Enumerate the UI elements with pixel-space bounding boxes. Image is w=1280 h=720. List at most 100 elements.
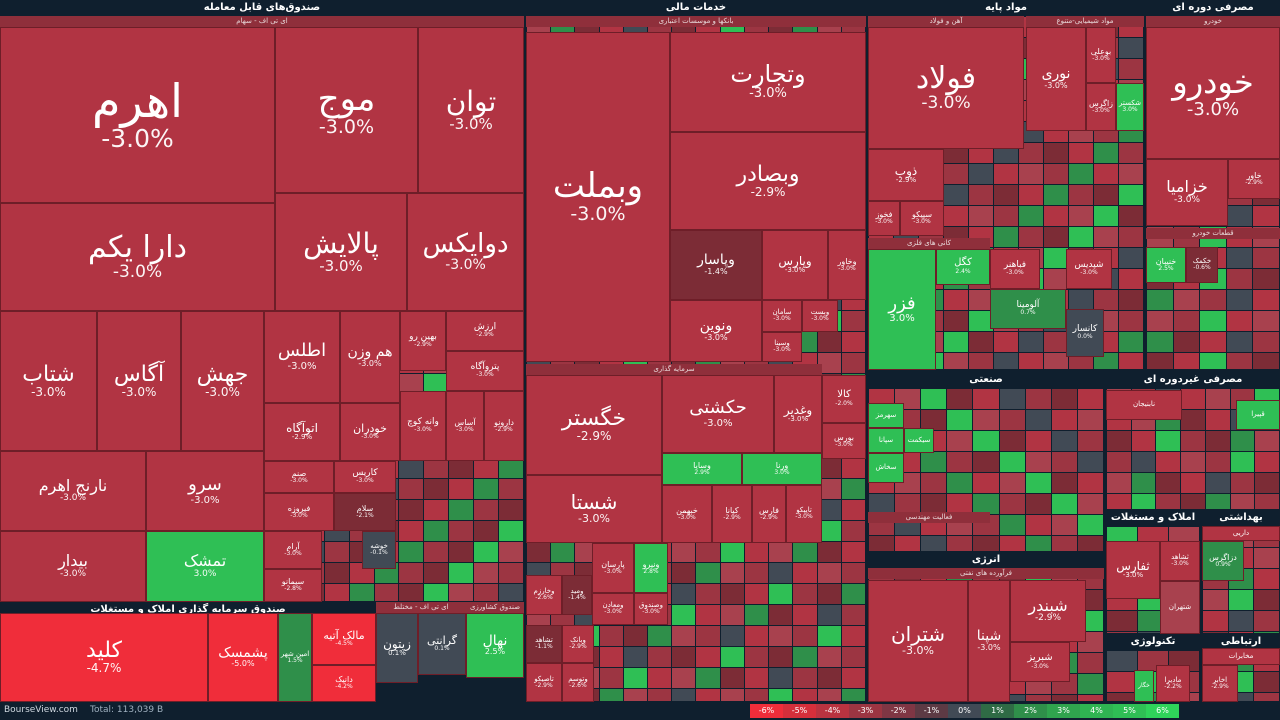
stock-tile[interactable]	[720, 626, 744, 646]
stock-tile[interactable]: وتجارت -3.0%	[670, 32, 866, 132]
stock-tile[interactable]	[1156, 473, 1181, 493]
stock-tile[interactable]: سلام -2.1%	[334, 493, 396, 531]
stock-tile[interactable]	[1255, 473, 1279, 493]
stock-tile[interactable]	[1069, 206, 1093, 226]
stock-tile[interactable]	[1226, 311, 1253, 331]
stock-tile[interactable]	[599, 647, 623, 667]
stock-tile[interactable]	[769, 542, 793, 562]
stock-tile[interactable]	[1131, 494, 1156, 509]
stock-tile[interactable]	[944, 311, 968, 331]
sector-title[interactable]: تکنولوژی	[1130, 636, 1176, 647]
stock-tile[interactable]	[1044, 185, 1068, 205]
stock-tile[interactable]	[672, 626, 696, 646]
stock-tile[interactable]	[1051, 695, 1077, 701]
stock-tile[interactable]: سخاش	[868, 453, 904, 483]
stock-tile[interactable]	[1254, 548, 1279, 568]
stock-tile[interactable]	[399, 584, 424, 601]
stock-tile[interactable]	[921, 389, 947, 409]
stock-tile[interactable]: سهرمز	[868, 403, 904, 428]
stock-tile[interactable]: فارس -2.9%	[752, 485, 786, 543]
stock-tile[interactable]	[969, 164, 993, 184]
stock-tile[interactable]	[720, 542, 744, 562]
stock-tile[interactable]: ونوین -3.0%	[670, 300, 762, 362]
stock-tile[interactable]: خزامیا -3.0%	[1146, 159, 1228, 226]
stock-tile[interactable]	[1205, 431, 1230, 451]
stock-tile[interactable]	[449, 584, 474, 601]
stock-tile[interactable]	[1077, 431, 1103, 451]
stock-tile[interactable]	[973, 452, 999, 472]
stock-tile[interactable]	[672, 689, 696, 701]
stock-tile[interactable]: شبندر -2.9%	[1010, 580, 1086, 642]
stock-tile[interactable]	[1205, 494, 1230, 509]
stock-tile[interactable]	[1077, 452, 1103, 472]
sector-title[interactable]: انرژی	[971, 554, 1001, 565]
stock-tile[interactable]	[1254, 672, 1279, 692]
stock-tile[interactable]: نارنج اهرم -3.0%	[0, 451, 146, 531]
stock-tile[interactable]: خوشه -0.1%	[362, 531, 396, 569]
stock-tile[interactable]	[1107, 611, 1137, 631]
stock-tile[interactable]	[399, 521, 424, 541]
stock-tile[interactable]	[696, 647, 720, 667]
stock-tile[interactable]	[449, 500, 474, 520]
stock-tile[interactable]: ونیرو 2.8%	[634, 543, 668, 593]
stock-tile[interactable]	[1107, 431, 1131, 451]
stock-tile[interactable]	[1051, 431, 1077, 451]
stock-tile[interactable]	[841, 584, 865, 604]
stock-tile[interactable]	[1025, 473, 1051, 493]
stock-tile[interactable]	[1077, 389, 1103, 409]
stock-tile[interactable]	[399, 479, 424, 499]
stock-tile[interactable]: وبانک -2.9%	[562, 625, 594, 663]
stock-tile[interactable]	[999, 431, 1025, 451]
stock-tile[interactable]	[499, 563, 523, 583]
stock-tile[interactable]	[1226, 290, 1253, 310]
stock-tile[interactable]	[1200, 332, 1226, 352]
stock-tile[interactable]	[1044, 353, 1068, 369]
stock-tile[interactable]	[1147, 311, 1173, 331]
stock-tile[interactable]	[973, 536, 999, 551]
sector-title[interactable]: صندوق سرمایه گذاری املاک و مستغلات	[90, 604, 286, 615]
stock-tile[interactable]	[1094, 290, 1118, 310]
stock-tile[interactable]	[841, 689, 865, 701]
stock-tile[interactable]	[817, 479, 841, 499]
stock-tile[interactable]	[1025, 494, 1051, 514]
stock-tile[interactable]	[973, 473, 999, 493]
industry-group-title[interactable]: سرمایه گذاری	[526, 364, 822, 375]
stock-tile[interactable]	[769, 668, 793, 688]
stock-tile[interactable]: وخارزم -2.6%	[526, 575, 562, 615]
stock-tile[interactable]	[1254, 693, 1279, 701]
stock-tile[interactable]: وبملت -3.0%	[526, 32, 670, 362]
stock-tile[interactable]: نابنیجان	[1106, 390, 1182, 420]
stock-tile[interactable]: کیانا -2.9%	[712, 485, 752, 543]
stock-tile[interactable]: وبصادر -2.9%	[670, 132, 866, 230]
industry-group-title[interactable]: کانی های فلزی	[868, 238, 990, 249]
stock-tile[interactable]: هم وزن -3.0%	[340, 311, 400, 403]
stock-tile[interactable]	[1094, 185, 1118, 205]
stock-tile[interactable]	[947, 473, 973, 493]
stock-tile[interactable]: شبریز -3.0%	[1010, 642, 1070, 682]
stock-tile[interactable]	[1107, 632, 1137, 633]
stock-tile[interactable]	[1119, 227, 1143, 247]
stock-tile[interactable]: کالا -2.0%	[822, 375, 866, 423]
stock-tile[interactable]	[1044, 332, 1068, 352]
stock-tile[interactable]: وپاسار -1.4%	[670, 230, 762, 300]
stock-tile[interactable]	[1025, 536, 1051, 551]
stock-tile[interactable]	[1019, 185, 1043, 205]
stock-tile[interactable]	[1119, 269, 1143, 289]
stock-tile[interactable]: پتروآگاه -3.0%	[446, 351, 524, 391]
stock-tile[interactable]	[1255, 452, 1279, 472]
stock-tile[interactable]	[1025, 431, 1051, 451]
stock-tile[interactable]	[817, 605, 841, 625]
stock-tile[interactable]	[841, 311, 865, 331]
stock-tile[interactable]: ذوب -2.9%	[868, 149, 944, 201]
stock-tile[interactable]: ثفارس -3.0%	[1106, 541, 1160, 599]
stock-tile[interactable]: شستا -3.0%	[526, 475, 662, 543]
stock-tile[interactable]	[969, 290, 993, 310]
stock-tile[interactable]	[720, 668, 744, 688]
stock-tile[interactable]	[474, 584, 499, 601]
stock-tile[interactable]: تمشک 3.0%	[146, 531, 264, 602]
stock-tile[interactable]	[1119, 164, 1143, 184]
stock-tile[interactable]	[1253, 248, 1279, 268]
stock-tile[interactable]	[1181, 473, 1205, 493]
stock-tile[interactable]	[324, 542, 349, 562]
stock-tile[interactable]	[947, 452, 973, 472]
